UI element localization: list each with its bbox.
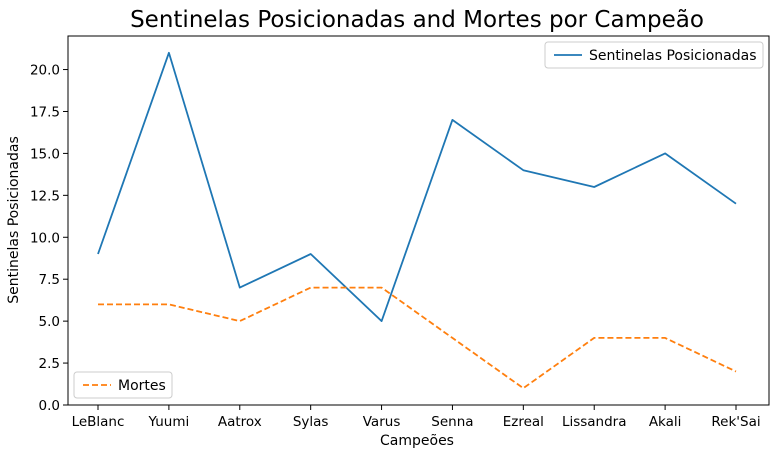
y-tick-label: 7.5 [39,272,60,288]
y-tick-label: 2.5 [39,356,60,372]
legend-label: Mortes [118,378,166,394]
plot-frame [67,35,770,406]
legend-box [544,41,764,69]
legend-bottom-left: Mortes [73,371,173,399]
x-tick-label: Senna [431,414,473,430]
series-line-2 [98,286,737,390]
x-axis-label: Campeões [380,433,454,449]
y-tick-label: 12.5 [30,188,60,204]
y-tick-label: 10.0 [30,230,60,246]
y-tick-label: 0.0 [39,398,60,414]
x-tick-label: Varus [363,414,401,430]
x-tick-label: Rek'Sai [711,414,760,430]
x-tick-label: Ezreal [503,414,544,430]
x-tick-label: Aatrox [218,414,262,430]
y-axis-label: Sentinelas Posicionadas [6,136,22,304]
legend-top-right: Sentinelas Posicionadas [544,41,764,69]
plot-area: LeBlanc Yuumi Aatrox Sylas Varus Senna Ezreal L… [30,35,770,430]
x-tick-label: Lissandra [562,414,627,430]
y-tick-label: 5.0 [39,314,60,330]
chart-title: Sentinelas Posicionadas and Mortes por C… [130,7,704,33]
legend-label: Sentinelas Posicionadas [589,48,757,64]
legend-box [73,371,173,399]
y-tick-label: 17.5 [30,104,60,120]
x-tick-label: LeBlanc [72,414,125,430]
y-tick-label: 15.0 [30,146,60,162]
x-tick-label: Sylas [293,414,329,430]
y-tick-label: 20.0 [30,63,60,79]
x-tick-label: Yuumi [148,414,190,430]
x-tick-label: Akali [649,414,682,430]
series-line-1 [97,51,737,323]
